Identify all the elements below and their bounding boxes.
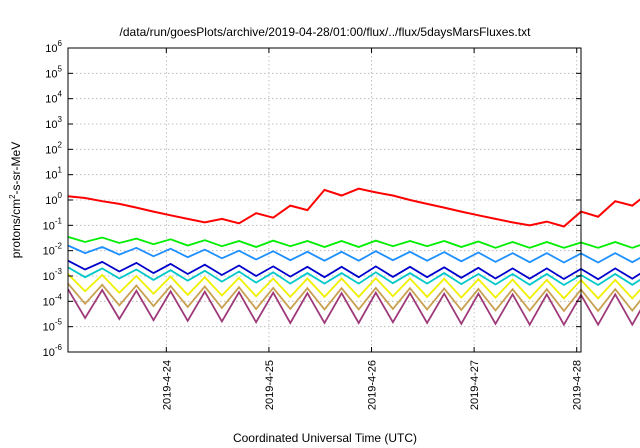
series-line-7 bbox=[67, 283, 640, 313]
y-axis-ticks: 10-6 10-5 10-4 10-3 10-2 10-1 100 101 102 103 104 1… bbox=[43, 39, 581, 359]
x-tick-label: 2019-4-25 bbox=[264, 360, 276, 410]
x-tick-label: 2019-4-28 bbox=[572, 360, 584, 410]
y-tick-label: 102 bbox=[45, 140, 62, 156]
x-tick-label: 2019-4-24 bbox=[161, 360, 173, 410]
y-tick-label: 10-4 bbox=[43, 292, 63, 308]
y-label-sup: 2 bbox=[8, 194, 17, 199]
y-tick-label: 104 bbox=[45, 90, 62, 106]
y-tick-label: 10-5 bbox=[43, 318, 63, 334]
series-line-5 bbox=[67, 266, 640, 287]
series-line-4 bbox=[67, 259, 640, 281]
y-tick-label: 106 bbox=[45, 39, 62, 55]
series-line-3 bbox=[67, 244, 640, 264]
series-line-2 bbox=[67, 236, 640, 249]
x-tick-label: 2019-4-26 bbox=[367, 360, 379, 410]
x-axis-label: Coordinated Universal Time (UTC) bbox=[233, 431, 417, 445]
series-line-6 bbox=[67, 273, 640, 300]
series-layer bbox=[67, 187, 640, 327]
series-line-1 bbox=[67, 187, 640, 228]
y-tick-label: 10-1 bbox=[43, 216, 63, 232]
y-label-rest: -s-sr-MeV bbox=[9, 142, 23, 195]
y-tick-label: 10-3 bbox=[43, 267, 63, 283]
y-tick-label: 10-2 bbox=[43, 242, 63, 258]
series-line-8 bbox=[67, 288, 640, 327]
y-tick-label: 100 bbox=[45, 191, 62, 207]
y-tick-label: 101 bbox=[45, 166, 62, 182]
y-tick-label: 103 bbox=[45, 115, 62, 131]
y-tick-label: 10-6 bbox=[43, 343, 63, 359]
y-label-base: protons/cm bbox=[9, 199, 23, 258]
chart-title: /data/run/goesPlots/archive/2019-04-28/0… bbox=[120, 25, 532, 39]
y-axis-label: protons/cm2-s-sr-MeV bbox=[8, 142, 23, 258]
x-tick-label: 2019-4-27 bbox=[469, 360, 481, 410]
y-tick-label: 105 bbox=[45, 64, 62, 80]
x-axis-ticks: 2019-4-24 2019-4-25 2019-4-26 2019-4-27 2019… bbox=[161, 48, 584, 410]
